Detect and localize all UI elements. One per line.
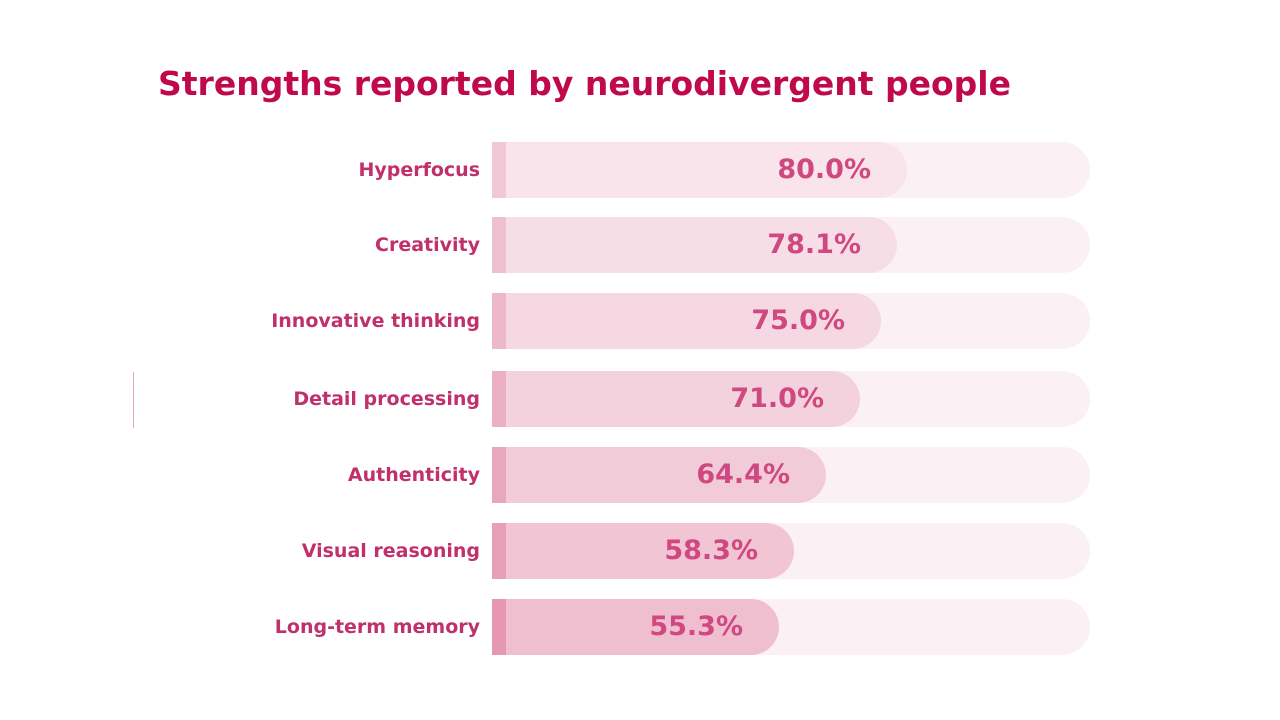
bar-edge xyxy=(492,523,506,579)
chart-title: Strengths reported by neurodivergent peo… xyxy=(158,64,1011,103)
bar xyxy=(492,447,826,503)
bar-row: Creativity 78.1% xyxy=(0,217,1280,273)
category-label: Hyperfocus xyxy=(358,159,480,181)
bar xyxy=(492,142,907,198)
bar xyxy=(492,371,860,427)
bar-row: Hyperfocus 80.0% xyxy=(0,142,1280,198)
bar xyxy=(492,523,794,579)
value-label: 80.0% xyxy=(777,154,871,185)
bar xyxy=(492,599,779,655)
value-label: 71.0% xyxy=(730,383,824,414)
category-label: Authenticity xyxy=(347,464,480,486)
value-label: 55.3% xyxy=(649,611,743,642)
bar-row: Visual reasoning 58.3% xyxy=(0,523,1280,579)
value-label: 58.3% xyxy=(664,535,758,566)
decorative-divider xyxy=(133,372,134,428)
bar xyxy=(492,293,881,349)
value-label: 75.0% xyxy=(751,305,845,336)
bar-edge xyxy=(492,371,506,427)
bar-row: Detail processing 71.0% xyxy=(0,371,1280,427)
bar-edge xyxy=(492,217,506,273)
category-label: Creativity xyxy=(375,234,480,256)
bar-edge xyxy=(492,599,506,655)
category-label: Long-term memory xyxy=(274,616,480,638)
value-label: 64.4% xyxy=(696,459,790,490)
bar xyxy=(492,217,897,273)
bar-edge xyxy=(492,293,506,349)
bar-edge xyxy=(492,142,506,198)
category-label: Detail processing xyxy=(293,388,480,410)
bar-row: Innovative thinking 75.0% xyxy=(0,293,1280,349)
category-label: Innovative thinking xyxy=(271,310,480,332)
bar-edge xyxy=(492,447,506,503)
bar-row: Long-term memory 55.3% xyxy=(0,599,1280,655)
bar-row: Authenticity 64.4% xyxy=(0,447,1280,503)
value-label: 78.1% xyxy=(767,229,861,260)
category-label: Visual reasoning xyxy=(301,540,480,562)
